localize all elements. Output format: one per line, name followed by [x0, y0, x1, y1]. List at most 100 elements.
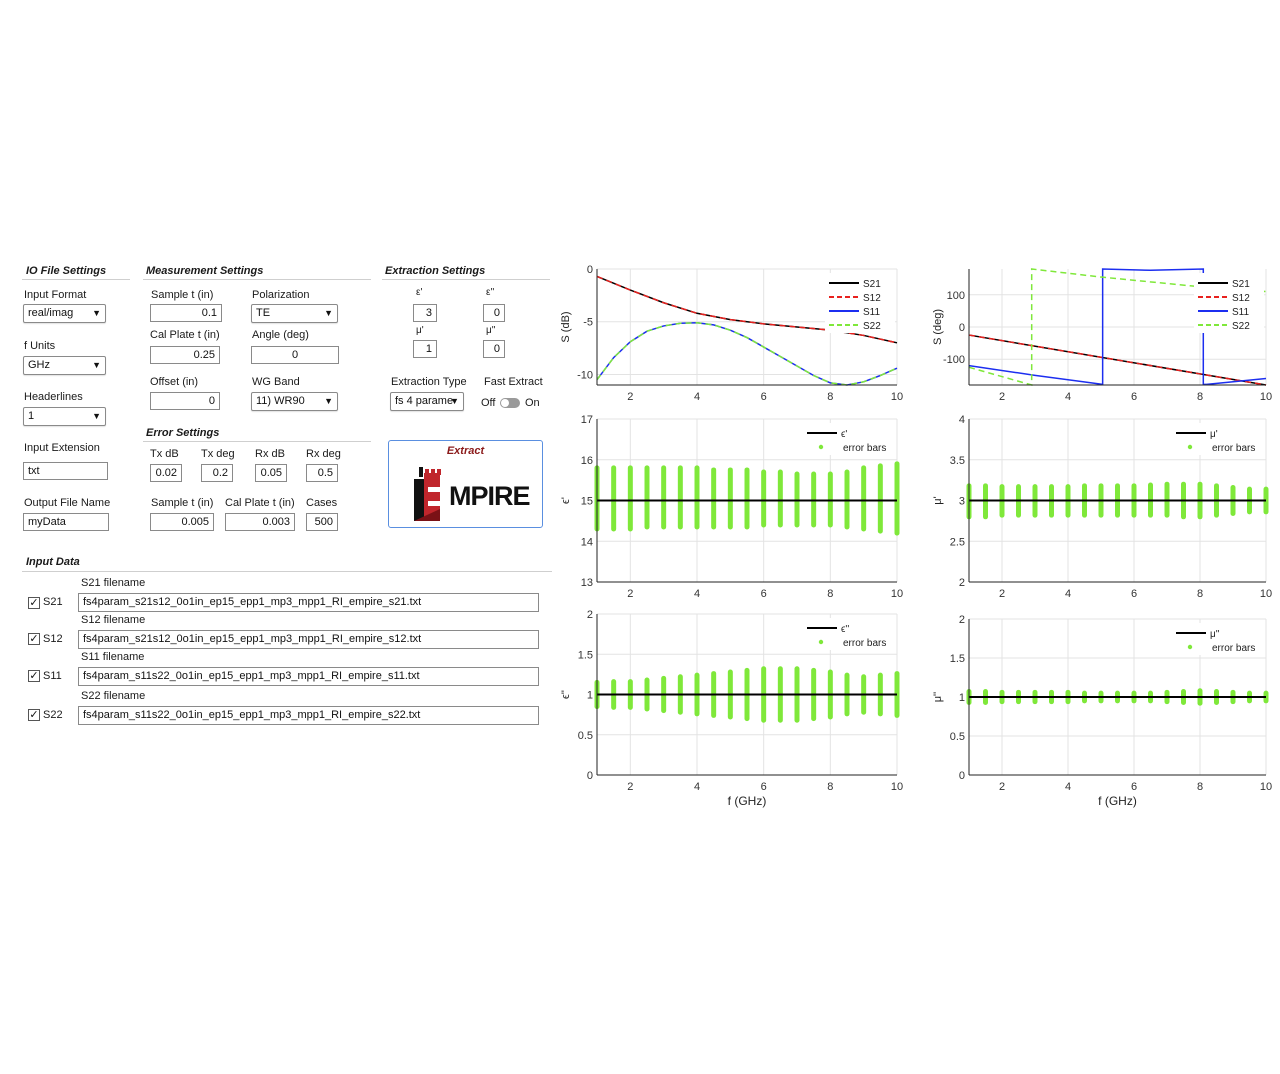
chart-4-y-tick-label: 0.5	[578, 730, 593, 742]
chart-4-y-tick-label: 1	[587, 690, 593, 702]
chart-5-legend-label: μ''	[1210, 629, 1220, 640]
chart-5-legend-box	[1172, 623, 1264, 655]
chart-1-y-tick-label: 100	[947, 290, 965, 302]
error-settings-title: Error Settings	[146, 427, 220, 439]
chart-0-y-tick-label: -5	[583, 317, 593, 329]
chart-1-series-2-line	[968, 268, 1267, 386]
tx-deg-field[interactable]: 0.2	[201, 464, 233, 482]
cases-field[interactable]: 500	[306, 513, 338, 531]
input-format-value: real/imag	[28, 307, 74, 319]
chart-0-legend-label: S21	[863, 279, 881, 290]
tx-db-field[interactable]: 0.02	[150, 464, 182, 482]
s12-filename-field[interactable]: fs4param_s21s12_0o1in_ep15_epp1_mp3_mpp1…	[78, 630, 539, 649]
err-cal-plate-field[interactable]: 0.003	[225, 513, 295, 531]
chart-0-x-tick-label: 10	[891, 391, 903, 403]
chart-2-x-tick-label: 4	[694, 588, 700, 600]
sample-t-field[interactable]: 0.1	[150, 304, 222, 322]
s11-checkbox[interactable]: ✓	[28, 670, 40, 682]
extract-button[interactable]: Extract MPIRE	[388, 440, 543, 528]
chart-0-series-1-line	[596, 275, 898, 344]
angle-label: Angle (deg)	[252, 329, 309, 341]
extraction-settings-title: Extraction Settings	[385, 265, 486, 277]
toggle-knob	[501, 399, 509, 407]
chart-0-y-axis-label: S (dB)	[560, 311, 572, 342]
cal-plate-label: Cal Plate t (in)	[150, 329, 220, 341]
chart-2-x-tick-label: 2	[627, 588, 633, 600]
chart-1-legend-label: S12	[1232, 293, 1250, 304]
f-units-dropdown[interactable]: GHz ▼	[23, 356, 106, 375]
s11-filename-field[interactable]: fs4param_s11s22_0o1in_ep15_epp1_mp3_mpp1…	[78, 667, 539, 686]
rx-db-label: Rx dB	[255, 448, 285, 460]
rx-db-field[interactable]: 0.05	[255, 464, 287, 482]
dropdown-arrow-icon: ▼	[324, 396, 333, 406]
chart-4-x-tick-label: 2	[627, 781, 633, 793]
chart-3-y-tick-label: 3.5	[950, 455, 965, 467]
chart-5-x-tick-label: 10	[1260, 781, 1272, 793]
input-extension-field[interactable]: txt	[23, 462, 108, 480]
chart-0-y-tick-label: 0	[587, 264, 593, 276]
s12-checkbox[interactable]: ✓	[28, 633, 40, 645]
fast-extract-label: Fast Extract	[484, 376, 543, 388]
chart-5-y-tick-label: 0	[959, 770, 965, 782]
mu-real-field[interactable]: 1	[413, 340, 437, 358]
chart-2-y-tick-label: 14	[581, 536, 593, 548]
f-units-value: GHz	[28, 359, 50, 371]
measurement-settings-title: Measurement Settings	[146, 265, 264, 277]
s12-filename-label: S12 filename	[81, 614, 146, 626]
s11-checkbox-label: S11	[43, 670, 62, 682]
chart-3-x-tick-label: 2	[999, 588, 1005, 600]
headerlines-label: Headerlines	[24, 391, 83, 403]
measurement-settings-divider	[143, 279, 371, 280]
chart-5-y-axis-label: μ''	[932, 692, 944, 703]
chart-5-x-tick-label: 2	[999, 781, 1005, 793]
chart-3-x-tick-label: 8	[1197, 588, 1203, 600]
input-format-label: Input Format	[24, 289, 87, 301]
input-data-title: Input Data	[26, 556, 80, 568]
output-file-name-label: Output File Name	[24, 497, 111, 509]
cal-plate-field[interactable]: 0.25	[150, 346, 220, 364]
s21-checkbox[interactable]: ✓	[28, 597, 40, 609]
s22-checkbox[interactable]: ✓	[28, 709, 40, 721]
chart-1-y-tick-label: 0	[959, 322, 965, 334]
eps-real-field[interactable]: 3	[413, 304, 437, 322]
fast-extract-off-label: Off	[481, 397, 496, 409]
input-extension-label: Input Extension	[24, 442, 100, 454]
chart-1-x-tick-label: 4	[1065, 391, 1071, 403]
s22-filename-field[interactable]: fs4param_s11s22_0o1in_ep15_epp1_mp3_mpp1…	[78, 706, 539, 725]
angle-field[interactable]: 0	[251, 346, 339, 364]
chart-5-y-tick-label: 0.5	[950, 731, 965, 743]
headerlines-dropdown[interactable]: 1 ▼	[23, 407, 106, 426]
chart-4-legend-label: ϵ''	[841, 624, 849, 635]
eps-imag-field[interactable]: 0	[483, 304, 505, 322]
wg-band-dropdown[interactable]: 11) WR90 ▼	[251, 392, 338, 411]
err-sample-t-field[interactable]: 0.005	[150, 513, 214, 531]
rx-deg-field[interactable]: 0.5	[306, 464, 338, 482]
chart-0-x-tick-label: 4	[694, 391, 700, 403]
output-file-name-field[interactable]: myData	[23, 513, 109, 531]
polarization-label: Polarization	[252, 289, 310, 301]
mu-imag-label: μ''	[486, 325, 496, 336]
chart-4-x-tick-label: 8	[827, 781, 833, 793]
s21-filename-field[interactable]: fs4param_s21s12_0o1in_ep15_epp1_mp3_mpp1…	[78, 593, 539, 612]
chart-4-y-tick-label: 0	[587, 770, 593, 782]
empire-logo-text: MPIRE	[449, 481, 531, 511]
chart-3-y-tick-label: 4	[959, 414, 965, 426]
extraction-type-dropdown[interactable]: fs 4 parame ▼	[390, 392, 464, 411]
chart-3-x-tick-label: 6	[1131, 588, 1137, 600]
polarization-dropdown[interactable]: TE ▼	[251, 304, 338, 323]
io-settings-title: IO File Settings	[26, 265, 107, 277]
chart-2-y-tick-label: 15	[581, 496, 593, 508]
dropdown-arrow-icon: ▼	[450, 396, 459, 406]
s12-checkbox-label: S12	[43, 633, 63, 645]
fast-extract-toggle[interactable]	[500, 398, 520, 408]
chart-1-x-tick-label: 6	[1131, 391, 1137, 403]
input-format-dropdown[interactable]: real/imag ▼	[23, 304, 106, 323]
offset-field[interactable]: 0	[150, 392, 220, 410]
eps-imag-label: ε''	[486, 287, 495, 298]
chart-4-x-tick-label: 6	[761, 781, 767, 793]
chart-4-x-tick-label: 10	[891, 781, 903, 793]
s11-filename-label: S11 filename	[81, 651, 145, 663]
chart-3-legend-marker	[1187, 444, 1193, 450]
chart-3-legend-label: μ'	[1210, 429, 1218, 440]
mu-imag-field[interactable]: 0	[483, 340, 505, 358]
